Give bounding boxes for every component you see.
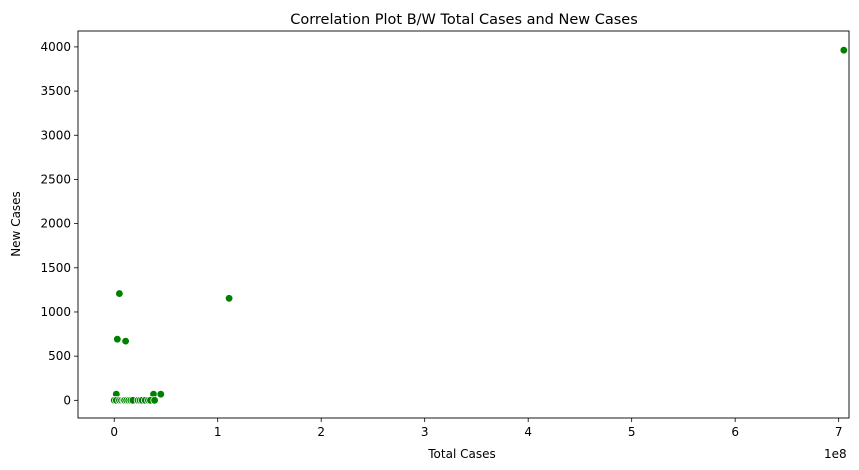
data-point (150, 396, 159, 405)
y-tick-label: 2500 (40, 172, 71, 186)
y-tick-label: 3500 (40, 84, 71, 98)
y-tick-label: 3000 (40, 128, 71, 142)
data-point (839, 45, 849, 55)
y-tick-label: 1500 (40, 261, 71, 275)
x-tick-label: 6 (731, 425, 739, 439)
y-tick-label: 1000 (40, 305, 71, 319)
data-points (110, 45, 849, 405)
y-tick-label: 0 (63, 393, 71, 407)
plot-frame (77, 30, 850, 419)
data-point (224, 294, 234, 303)
data-point (113, 335, 122, 344)
x-tick-label: 0 (110, 425, 118, 439)
x-tick-label: 1 (214, 425, 222, 439)
x-axis-label: Total Cases (427, 447, 495, 461)
y-tick-label: 500 (48, 349, 71, 363)
data-point (121, 336, 130, 346)
x-tick-label: 2 (317, 425, 325, 439)
x-axis: 0 1 2 3 4 5 6 7 (110, 418, 842, 439)
x-tick-label: 3 (421, 425, 429, 439)
data-point (156, 389, 165, 399)
y-tick-label: 4000 (40, 40, 71, 54)
data-point (115, 289, 124, 298)
x-tick-label: 5 (628, 425, 636, 439)
x-tick-label: 7 (835, 425, 843, 439)
x-offset-label: 1e8 (824, 447, 847, 461)
x-tick-label: 4 (524, 425, 532, 439)
y-axis-label: New Cases (9, 191, 23, 257)
y-tick-label: 2000 (40, 217, 71, 231)
chart-title: Correlation Plot B/W Total Cases and New… (290, 12, 638, 28)
y-axis: 0 500 1000 1500 2000 2500 3000 3500 4000 (40, 40, 78, 407)
